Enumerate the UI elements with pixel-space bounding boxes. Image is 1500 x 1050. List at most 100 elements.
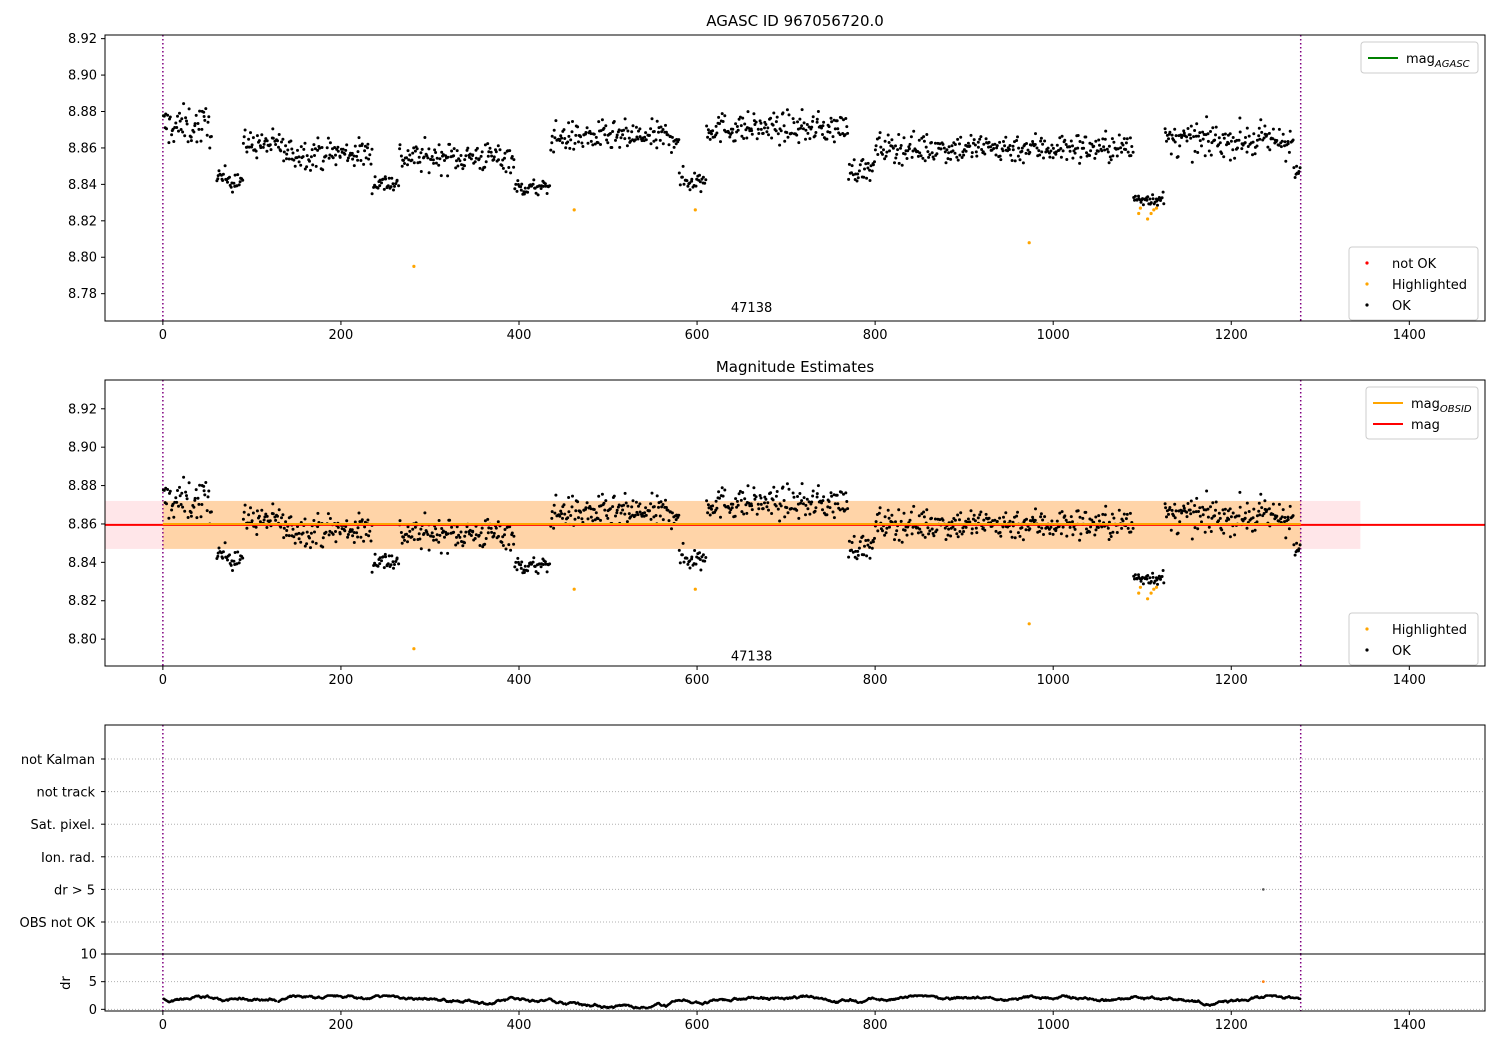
- ok-point: [548, 184, 552, 188]
- ok-point: [1059, 532, 1063, 536]
- ok-point: [1271, 137, 1275, 141]
- ok-point: [427, 548, 431, 552]
- ok-point: [241, 178, 245, 182]
- ok-point: [269, 148, 273, 152]
- ok-point: [516, 556, 520, 560]
- ok-point: [1020, 146, 1024, 150]
- ok-point: [839, 116, 843, 120]
- ok-point: [637, 129, 640, 133]
- ok-point: [567, 121, 571, 125]
- ok-point: [721, 120, 725, 123]
- ok-point: [326, 512, 330, 516]
- ok-point: [1011, 144, 1015, 148]
- ok-point: [927, 532, 931, 536]
- ok-point: [194, 488, 198, 492]
- ok-point: [652, 130, 656, 133]
- ok-point: [685, 179, 689, 183]
- ok-point: [464, 154, 468, 158]
- ok-point: [785, 506, 789, 510]
- ok-point: [1277, 519, 1281, 523]
- ok-point: [255, 509, 259, 513]
- ok-point: [623, 512, 627, 516]
- ok-point: [847, 555, 851, 559]
- ok-point: [403, 538, 406, 542]
- ok-point: [586, 517, 590, 521]
- ok-point: [1235, 138, 1239, 142]
- ok-point: [1260, 130, 1264, 134]
- highlighted-point: [1138, 206, 1142, 210]
- ok-point: [178, 485, 181, 489]
- ok-point: [233, 551, 237, 554]
- ok-point: [953, 143, 957, 146]
- ok-point: [1046, 146, 1050, 150]
- ok-point: [597, 120, 601, 124]
- ok-point: [1121, 143, 1125, 147]
- ok-point: [262, 518, 266, 522]
- ok-point: [845, 500, 849, 503]
- ok-point: [791, 117, 795, 121]
- ok-point: [894, 520, 897, 524]
- ok-point: [1174, 509, 1178, 513]
- y-tick-label: 8.90: [68, 69, 97, 84]
- ok-point: [497, 534, 500, 538]
- ok-point: [807, 500, 811, 504]
- ok-point: [477, 533, 481, 537]
- ok-point: [907, 147, 911, 151]
- ok-point: [924, 145, 928, 149]
- ok-point: [1110, 137, 1114, 141]
- ok-point: [1060, 134, 1064, 138]
- ok-point: [941, 142, 945, 146]
- ok-point: [1133, 194, 1137, 198]
- ok-point: [799, 126, 803, 130]
- ok-point: [626, 504, 630, 508]
- ok-point: [197, 127, 201, 131]
- ok-point: [704, 556, 708, 559]
- ok-point: [968, 520, 972, 524]
- ok-point: [271, 127, 275, 131]
- ok-point: [512, 534, 516, 538]
- ok-point: [877, 511, 881, 515]
- ok-point: [571, 120, 574, 123]
- ok-point: [649, 517, 653, 521]
- ok-point: [1159, 577, 1162, 581]
- ok-point: [1016, 531, 1020, 535]
- ok-point: [903, 528, 907, 532]
- flag-row-label: OBS not OK: [20, 916, 96, 931]
- ok-point: [531, 560, 535, 564]
- ok-point: [510, 531, 514, 535]
- ok-point: [1013, 159, 1017, 163]
- ok-point: [711, 129, 715, 133]
- ok-point: [706, 135, 710, 139]
- ok-point: [813, 509, 817, 513]
- ok-point: [1291, 514, 1295, 518]
- ok-point: [1186, 502, 1190, 505]
- ok-point: [366, 518, 370, 522]
- ok-point: [1009, 153, 1013, 157]
- ok-point: [701, 553, 705, 557]
- ok-point: [786, 511, 790, 515]
- ok-point: [1201, 513, 1205, 517]
- ok-point: [808, 512, 812, 516]
- ok-point: [1198, 131, 1202, 135]
- ok-point: [265, 149, 269, 153]
- ok-point: [419, 527, 423, 531]
- ok-point: [260, 133, 264, 137]
- ok-point: [1082, 146, 1086, 150]
- ok-point: [631, 124, 635, 128]
- ok-point: [640, 139, 644, 143]
- ok-point: [567, 510, 571, 514]
- ok-point: [730, 131, 734, 135]
- ok-point: [939, 147, 943, 151]
- ok-point: [1196, 151, 1200, 154]
- ok-point: [570, 130, 574, 134]
- ok-point: [778, 519, 782, 523]
- ok-point: [1003, 144, 1007, 148]
- legend-box: [1365, 386, 1479, 440]
- ok-point: [443, 535, 446, 539]
- ok-point: [981, 150, 985, 154]
- ok-point: [861, 158, 865, 161]
- ok-point: [804, 128, 808, 132]
- ok-point: [888, 525, 891, 529]
- ok-point: [268, 143, 272, 147]
- ok-point: [881, 529, 884, 533]
